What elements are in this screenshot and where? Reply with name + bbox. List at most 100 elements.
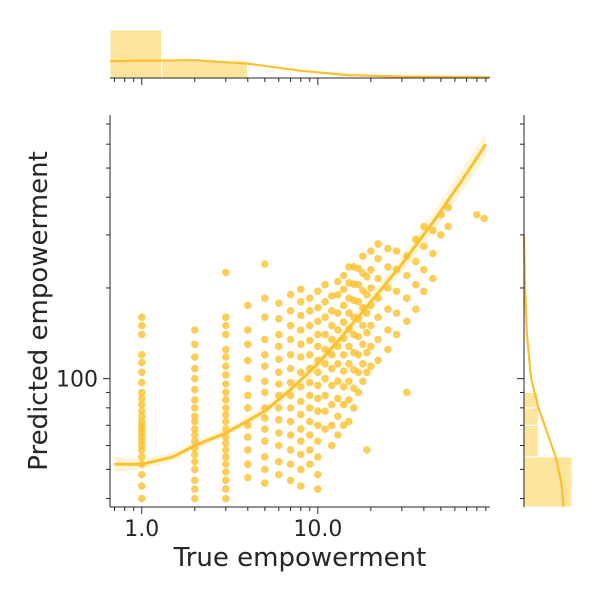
scatter-point [222,453,230,461]
scatter-point [261,377,269,386]
scatter-point [321,297,329,306]
scatter-point [328,381,336,390]
scatter-point [244,404,252,412]
scatter-point [297,397,305,406]
scatter-point [321,407,329,416]
scatter-point [339,318,348,327]
scatter-point [138,313,146,322]
scatter-point [367,247,375,255]
scatter-point [314,317,322,326]
scatter-point [314,287,322,296]
marginal-x-bar [109,29,163,79]
scatter-point [286,364,295,373]
scatter-point [286,446,295,454]
scatter-point [286,290,295,299]
scatter-point [297,425,305,433]
scatter-point [306,460,314,469]
scatter-point [286,321,295,330]
scatter-point [314,485,322,493]
scatter-point [244,326,252,334]
scatter-point [191,431,199,439]
scatter-point [286,307,295,315]
scatter-point [275,404,283,412]
scatter-point [261,294,269,303]
scatter-point [275,441,283,450]
scatter-point [363,446,371,454]
scatter-point [222,439,230,448]
scatter-point [412,305,420,314]
scatter-point [314,303,322,312]
scatter-point [363,290,371,299]
scatter-point [222,353,230,361]
scatter-point [374,274,382,283]
scatter-point [261,260,269,268]
scatter-point [138,417,146,426]
scatter-point [191,450,199,459]
scatter-point [244,340,252,349]
scatter-point [314,470,322,479]
scatter-point [321,313,329,322]
x-axis-label: True empowerment [173,543,427,573]
scatter-point [191,385,199,394]
scatter-point [244,356,252,365]
scatter-point [275,355,283,364]
scatter-point [244,433,252,441]
scatter-point [363,368,371,377]
scatter-point [275,429,283,437]
marginal-y-kde-curve [522,234,565,508]
scatter-point [314,342,322,351]
scatter-point [138,400,146,409]
scatter-point [222,460,230,469]
scatter-point [275,368,283,377]
scatter-point [328,364,336,373]
scatter-point [321,391,329,400]
scatter-point [244,446,252,454]
scatter-point [306,294,314,303]
scatter-point [334,377,342,386]
scatter-point [354,297,363,306]
scatter-point [339,400,348,409]
scatter-point [297,326,305,334]
scatter-point [354,332,363,341]
scatter-point [244,301,252,310]
scatter-point [306,391,314,400]
scatter-point [222,388,230,397]
scatter-point [314,330,322,339]
scatter-point [334,394,342,403]
scatter-point [275,470,283,479]
scatter-point [261,465,269,474]
scatter-point [306,431,314,439]
scatter-point [339,367,348,375]
marginal-x-distribution [109,29,491,85]
scatter-point [191,425,199,433]
marginal-y-distribution [517,115,573,508]
scatter-points [138,203,488,503]
scatter-point [222,268,230,277]
y-axis-tick-labels: 100 [56,368,98,393]
scatter-point [314,437,322,446]
scatter-point [222,446,230,454]
scatter-point [339,383,348,391]
scatter-point [138,394,146,403]
scatter-point [321,374,329,383]
scatter-point [191,494,199,503]
scatter-point [392,309,401,317]
scatter-point [345,417,353,426]
scatter-point [138,368,146,377]
scatter-point [297,285,305,294]
scatter-point [328,421,336,430]
scatter-point [359,360,367,368]
scatter-point [328,335,336,344]
scatter-point [367,321,375,330]
scatter-point [334,431,342,439]
scatter-point [328,292,336,300]
scatter-point [367,284,375,292]
scatter-point [244,473,252,482]
scatter-point [222,321,230,330]
scatter-point [191,353,199,361]
scatter-point [286,417,295,426]
scatter-point [403,271,411,280]
scatter-point [444,222,453,231]
scatter-point [138,321,146,330]
scatter-point [297,465,305,474]
